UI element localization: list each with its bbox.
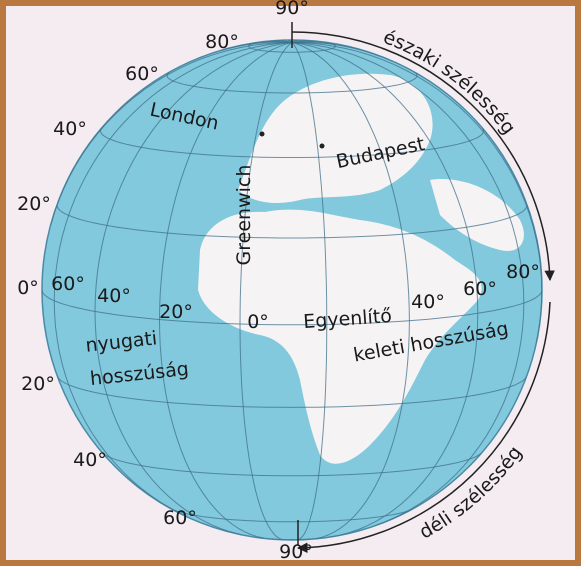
grid-line <box>291 41 542 343</box>
meridian-label: Greenwich <box>233 165 255 266</box>
lon-label: 80° <box>506 261 540 283</box>
grid-line <box>239 42 293 540</box>
grid-line <box>53 41 293 516</box>
land <box>198 73 524 464</box>
graticule <box>42 40 542 540</box>
grid-line <box>94 41 293 536</box>
grid-line <box>291 41 389 60</box>
city-dot <box>319 143 325 149</box>
lat-label: 90° <box>279 541 313 563</box>
grid-line <box>102 452 482 477</box>
grid-line <box>56 205 528 239</box>
africa <box>198 209 482 464</box>
lon-label: 40° <box>97 285 131 307</box>
grid-line <box>291 41 334 44</box>
lat-label: 20° <box>17 193 51 215</box>
grid-line <box>291 41 410 539</box>
lon-label: 60° <box>463 278 497 300</box>
lat-label: 60° <box>163 507 197 529</box>
south-arc <box>296 301 551 554</box>
lon-label: 20° <box>159 301 193 323</box>
grid-line <box>291 41 479 538</box>
lat-label: 90° <box>275 0 309 19</box>
grid-line <box>99 127 485 158</box>
lat-label: 0° <box>17 277 39 299</box>
grid-line <box>158 41 293 539</box>
grid-line <box>42 289 542 326</box>
grid-line <box>266 538 318 540</box>
lon-label: 60° <box>51 273 85 295</box>
lat-label: 20° <box>21 373 55 395</box>
grid-line <box>291 40 313 43</box>
lon-label: 40° <box>411 291 445 313</box>
grid-line <box>171 508 413 523</box>
lat-label: 40° <box>53 118 87 140</box>
lat-label: 60° <box>125 63 159 85</box>
north-arc <box>291 31 555 282</box>
lat-label: 80° <box>205 31 239 53</box>
grid-line <box>220 41 293 51</box>
grid-line <box>291 41 525 527</box>
grid-line <box>291 42 328 540</box>
arabia <box>430 179 524 251</box>
grid-line <box>56 376 528 408</box>
lon-label: 0° <box>247 311 269 333</box>
europe <box>238 73 433 203</box>
grid-line <box>50 41 293 225</box>
lat-label: 40° <box>73 449 107 471</box>
city-dot <box>259 131 265 137</box>
